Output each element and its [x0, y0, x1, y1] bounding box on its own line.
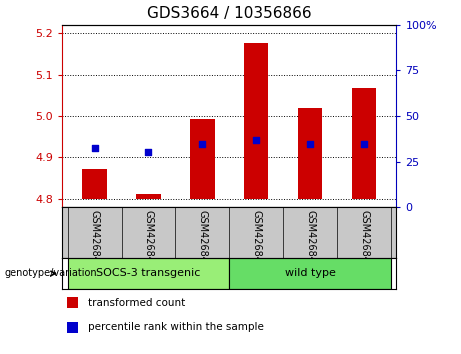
Bar — [244, 44, 268, 199]
Bar — [83, 169, 106, 199]
Point — [91, 145, 98, 151]
Point — [145, 149, 152, 155]
Point — [199, 141, 206, 147]
Text: GSM426843: GSM426843 — [251, 210, 261, 269]
Text: genotype/variation: genotype/variation — [5, 268, 97, 279]
Text: percentile rank within the sample: percentile rank within the sample — [88, 322, 264, 332]
Bar — [298, 108, 322, 199]
Text: transformed count: transformed count — [88, 298, 185, 308]
Text: GSM426842: GSM426842 — [197, 210, 207, 269]
Text: SOCS-3 transgenic: SOCS-3 transgenic — [96, 268, 201, 279]
Point — [361, 141, 368, 147]
Bar — [190, 119, 214, 199]
Text: GSM426840: GSM426840 — [89, 210, 100, 269]
Text: wild type: wild type — [285, 268, 336, 279]
Point — [307, 141, 314, 147]
Bar — [136, 194, 160, 199]
Bar — [352, 88, 376, 199]
Text: GSM426844: GSM426844 — [305, 210, 315, 269]
Title: GDS3664 / 10356866: GDS3664 / 10356866 — [147, 6, 312, 21]
Bar — [230, 258, 391, 289]
Text: GSM426845: GSM426845 — [359, 210, 369, 269]
Point — [253, 137, 260, 143]
Bar — [68, 258, 229, 289]
Text: GSM426841: GSM426841 — [143, 210, 154, 269]
